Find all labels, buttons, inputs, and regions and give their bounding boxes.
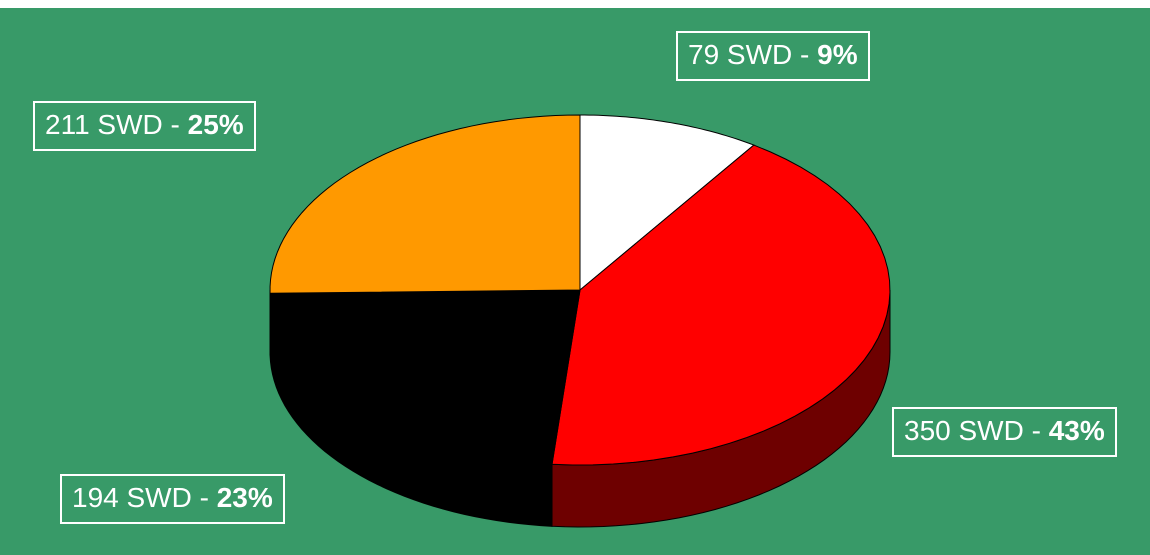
slice-label: 194 SWD - 23%	[60, 474, 285, 524]
top-strip	[0, 0, 1150, 8]
percent-label: 23%	[216, 482, 273, 513]
count-label: 79 SWD	[688, 39, 793, 70]
slice	[551, 144, 891, 466]
percent-label: 9%	[817, 39, 858, 70]
separator: -	[191, 482, 217, 513]
slice-label: 350 SWD - 43%	[892, 407, 1117, 457]
slice	[269, 289, 581, 465]
slice-label: 211 SWD - 25%	[33, 101, 256, 151]
slice	[269, 114, 581, 294]
count-label: 211 SWD	[45, 109, 163, 140]
percent-label: 25%	[187, 109, 244, 140]
separator: -	[1023, 415, 1049, 446]
separator: -	[792, 39, 818, 70]
slice-label: 79 SWD - 9%	[676, 31, 870, 81]
separator: -	[162, 109, 188, 140]
count-label: 194 SWD	[72, 482, 192, 513]
slice	[579, 114, 755, 292]
percent-label: 43%	[1048, 415, 1105, 446]
count-label: 350 SWD	[904, 415, 1024, 446]
